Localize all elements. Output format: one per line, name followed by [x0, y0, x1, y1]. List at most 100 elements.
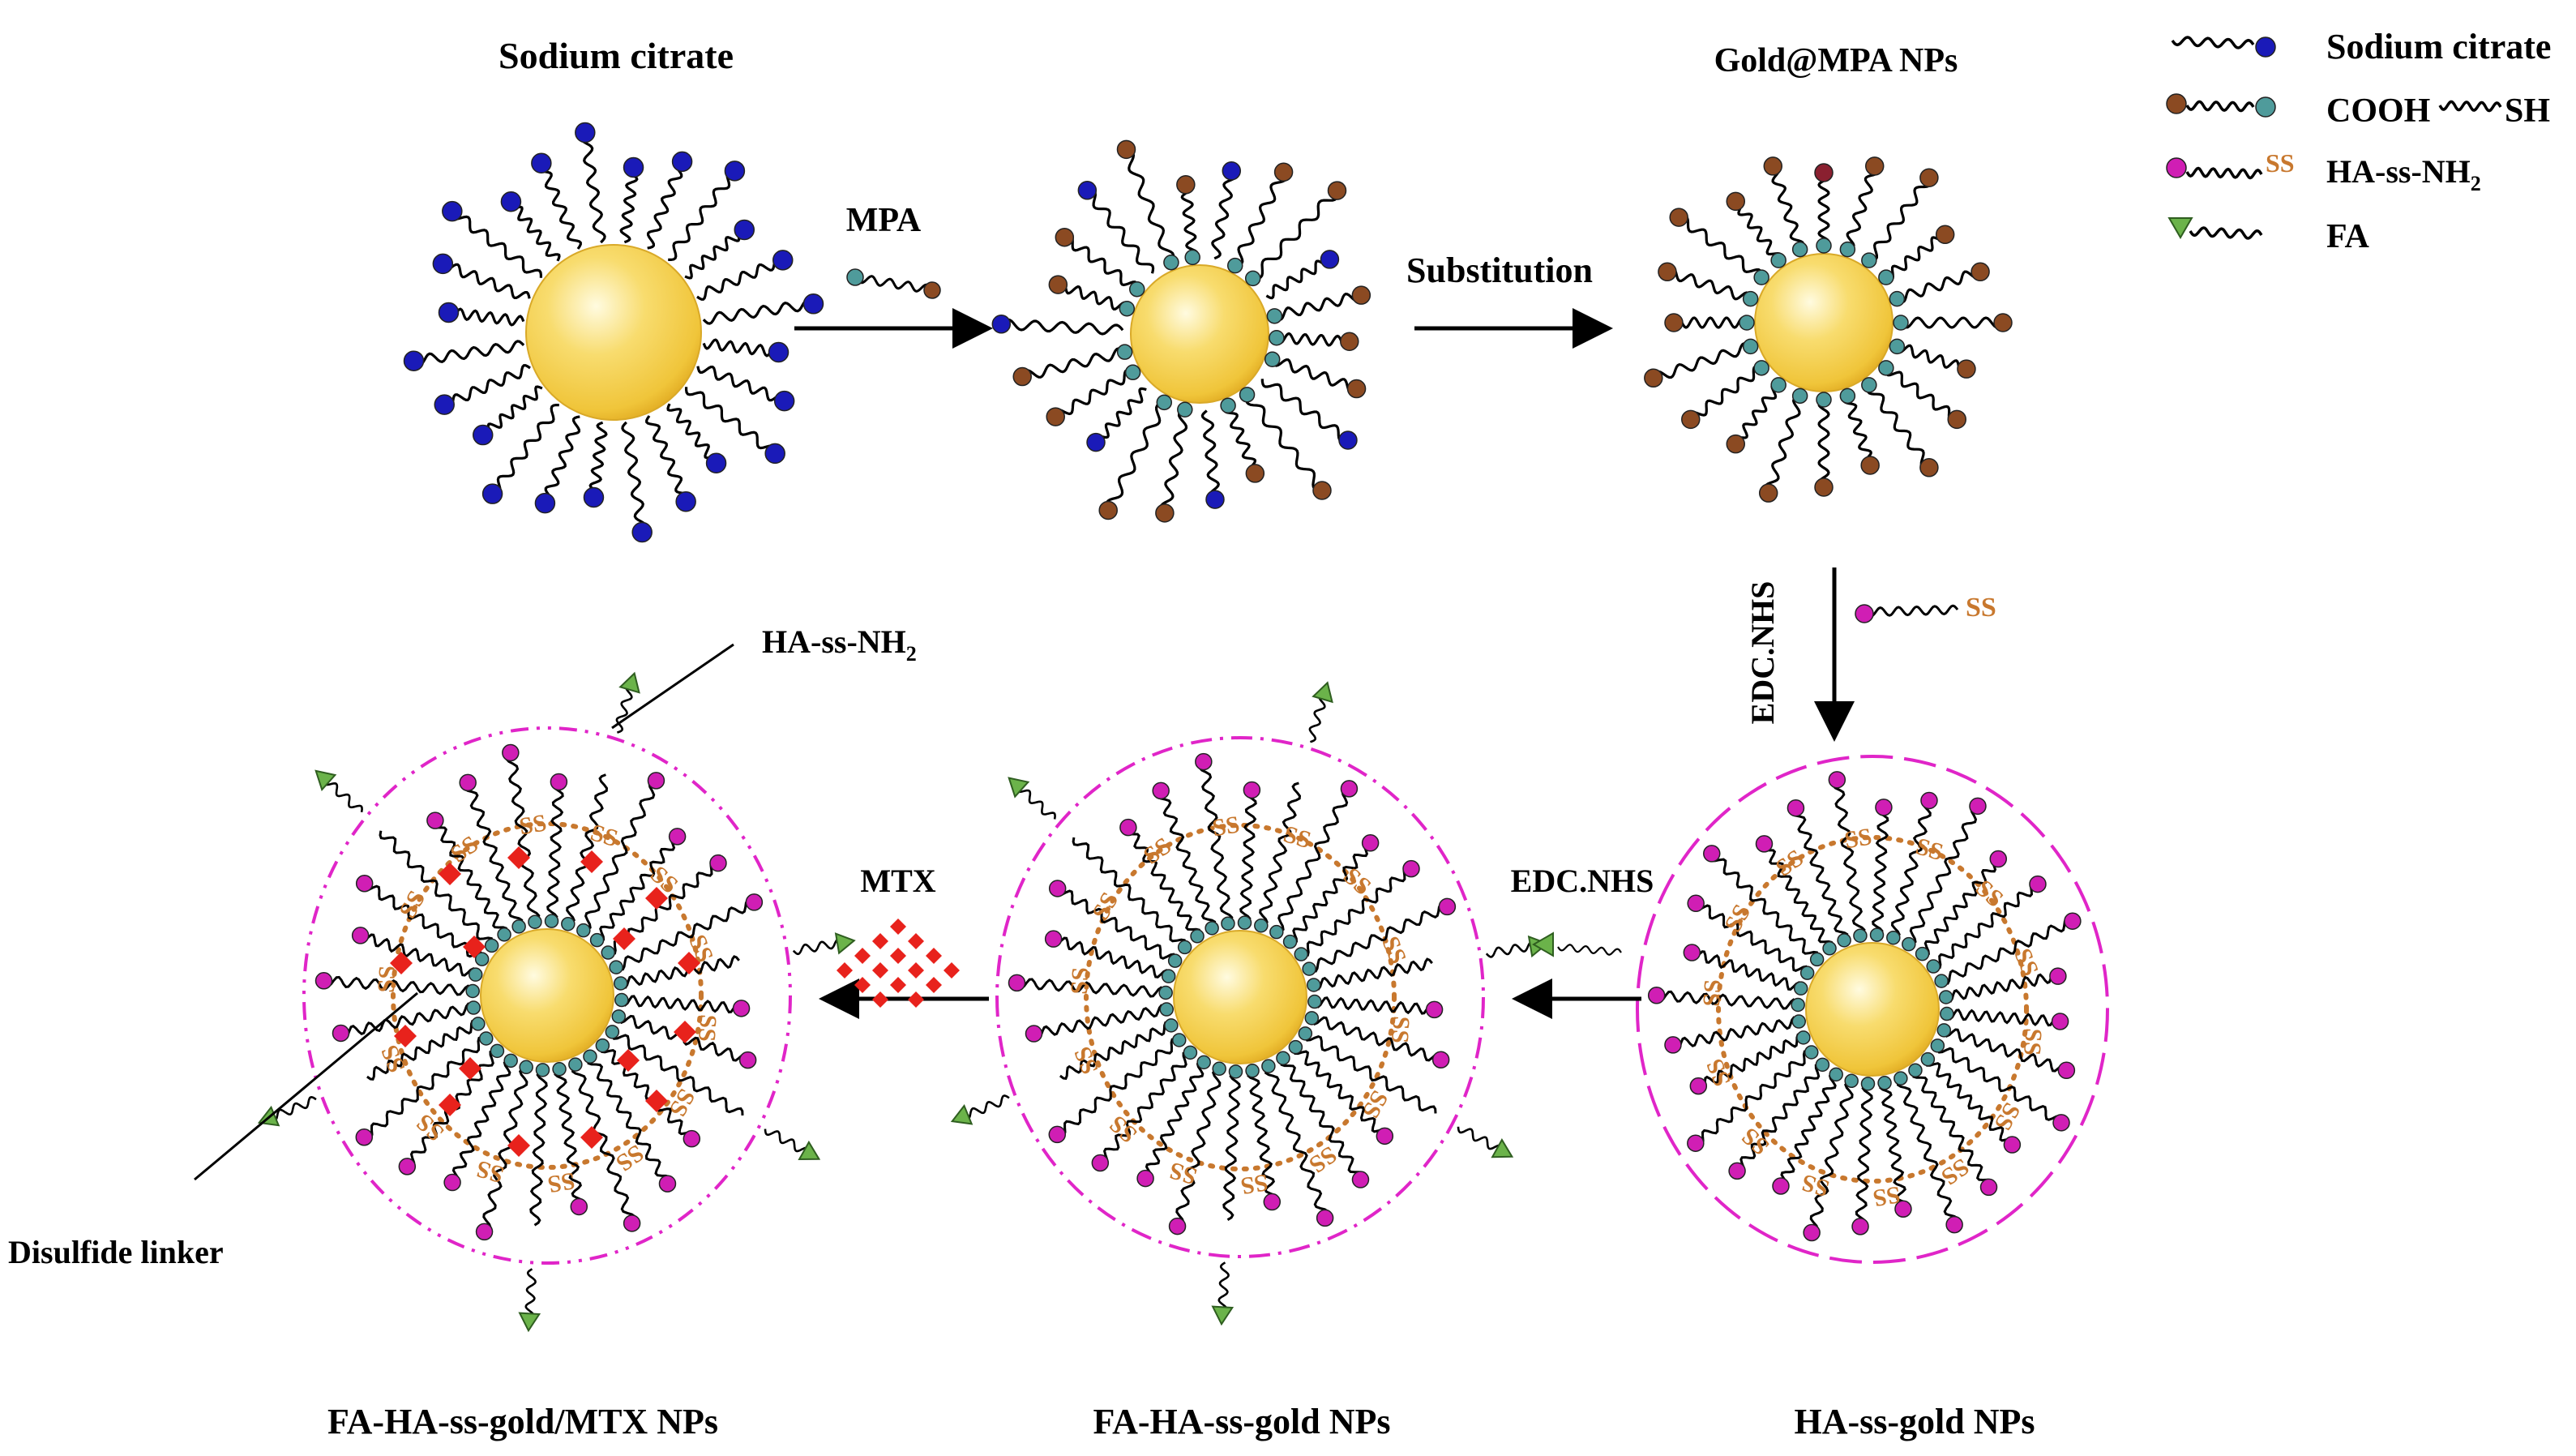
ligand-head	[1327, 181, 1347, 200]
step-edc-horizontal-label: EDC.NHS	[1511, 863, 1654, 899]
ligand-head	[403, 350, 425, 371]
ligand-head	[2255, 96, 2276, 118]
ligand-head	[1753, 360, 1769, 376]
ligand-chain	[1945, 970, 2060, 1003]
ligand-chain	[1180, 183, 1199, 259]
ligand-chain	[961, 1094, 1010, 1121]
ligand-head	[611, 1009, 627, 1024]
gold-core	[525, 244, 702, 421]
ligand-chain	[1056, 1037, 1180, 1137]
ligand-head	[1770, 377, 1787, 393]
ligand-head	[1647, 987, 1666, 1004]
ligand-chain	[1308, 902, 1448, 973]
ligand-chain	[1809, 1079, 1854, 1234]
ligand-head	[1239, 387, 1256, 403]
ligand-chain	[1222, 1070, 1241, 1221]
ligand-head	[1869, 927, 1885, 942]
ligand-head	[1889, 338, 1906, 355]
ligand-head	[1091, 1154, 1110, 1172]
ligand-chain	[1157, 790, 1217, 929]
ligand-head	[734, 219, 755, 241]
ligand-head	[1839, 388, 1856, 405]
ligand-head	[614, 992, 629, 1008]
ha-ss-reagent-icon: SS	[1855, 593, 1996, 623]
legend-ha-icon: SS	[2166, 148, 2295, 180]
ligand-chain	[685, 387, 777, 454]
caption-fa-ha-particle: FA-HA-ss-gold NPs	[1093, 1402, 1390, 1441]
ligand-head	[1814, 477, 1834, 497]
ligand-head	[1828, 771, 1846, 789]
ligand-head	[1320, 250, 1340, 269]
ligand-head	[1930, 1038, 1945, 1053]
ligand-head	[1816, 392, 1832, 408]
disulfide-ring	[1716, 835, 2029, 1184]
folate-head	[798, 1140, 821, 1161]
ligand-head	[1739, 315, 1755, 331]
ligand-head	[1196, 1055, 1211, 1070]
ligand-chain	[1198, 760, 1234, 925]
ligand-head	[1205, 921, 1219, 936]
mtx-molecule	[394, 1025, 417, 1047]
ligand-head	[1025, 1025, 1043, 1043]
ligand-head	[1894, 1200, 1912, 1218]
ligand-head	[2049, 967, 2067, 985]
ligand-head	[1222, 161, 1242, 181]
ligand-head	[1172, 1033, 1187, 1047]
ligand-chain	[546, 781, 564, 923]
ligand-chain	[1942, 1028, 2068, 1073]
ligand-chain	[1105, 400, 1165, 512]
disulfide-mark: SS	[517, 809, 548, 840]
ligand-head	[355, 875, 374, 893]
ligand-head	[2166, 93, 2187, 114]
ligand-head	[1816, 238, 1832, 254]
ligand-chain	[363, 1035, 487, 1140]
ligand-chain	[1485, 940, 1537, 958]
gold-core	[1173, 930, 1307, 1064]
ligand-head	[1853, 928, 1868, 943]
ligand-chain	[1764, 394, 1801, 495]
ligand-head	[1177, 940, 1192, 955]
ligand-chain	[1846, 165, 1880, 251]
mtx-molecule	[872, 991, 888, 1008]
ligand-head	[1425, 1000, 1444, 1019]
ligand-head	[773, 390, 795, 412]
mtx-molecule	[617, 1049, 640, 1072]
mtx-molecule	[613, 927, 635, 950]
ligand-head	[671, 151, 693, 173]
ligand-head	[732, 1000, 751, 1017]
ligand-head	[1893, 1071, 1908, 1086]
ligand-chain	[1310, 1016, 1443, 1062]
ligand-head	[1340, 332, 1359, 351]
ligand-head	[1226, 257, 1243, 274]
ligand-head	[1935, 225, 1955, 245]
ligand-head	[1945, 1215, 1963, 1234]
disulfide-mark: SS	[411, 1108, 449, 1146]
legend-sh: SH	[2505, 92, 2550, 130]
ligand-head	[1829, 1067, 1843, 1082]
ligand-head	[398, 1158, 417, 1176]
ligand-head	[846, 268, 864, 286]
ligand-head	[1266, 308, 1283, 324]
mtx-molecule	[944, 962, 960, 979]
ligand-head	[1689, 1077, 1708, 1095]
ligand-chain	[1896, 1077, 1959, 1226]
ligand-chain	[359, 933, 477, 977]
ligand-head	[601, 945, 615, 960]
ligand-head	[552, 1062, 567, 1077]
ligand-head	[1431, 1051, 1450, 1068]
ligand-head	[1908, 1063, 1923, 1077]
ligand-head	[332, 1024, 350, 1043]
ligand-chain	[1736, 1063, 1823, 1173]
mtx-molecule	[463, 936, 486, 958]
ligand-head	[1815, 1057, 1830, 1073]
ligand-chain	[1200, 409, 1220, 501]
mtx-molecule	[854, 977, 871, 993]
label-disulfide-linker: Disulfide linker	[8, 1234, 224, 1270]
ligand-chain	[363, 883, 484, 960]
ligand-head	[1877, 1076, 1892, 1090]
ligand-chain	[524, 1268, 537, 1321]
ligand-chain	[451, 1059, 511, 1184]
ligand-chain	[1247, 1069, 1278, 1203]
ligand-head	[1742, 290, 1759, 307]
ligand-chain	[1264, 1065, 1329, 1219]
